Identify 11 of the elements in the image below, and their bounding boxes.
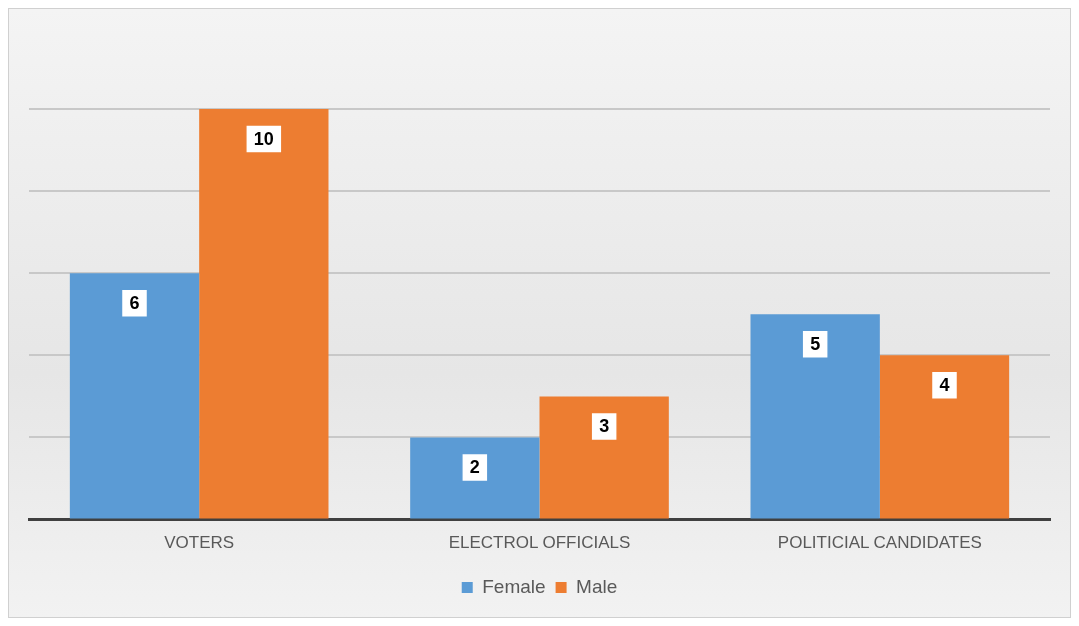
data-label: 2 [469, 457, 480, 478]
data-label: 4 [939, 375, 950, 396]
x-tick-label: ELECTROL OFFICIALS [448, 533, 631, 553]
legend-label: Female [482, 575, 546, 597]
data-label: 5 [810, 334, 821, 355]
x-tick-label: POLITICIAL CANDIDATES [777, 533, 982, 553]
data-label: 6 [129, 293, 140, 314]
legend-label: Male [576, 575, 618, 597]
x-tick-label: VOTERS [164, 533, 235, 553]
data-label: 3 [599, 416, 610, 437]
data-label: 10 [253, 128, 274, 149]
